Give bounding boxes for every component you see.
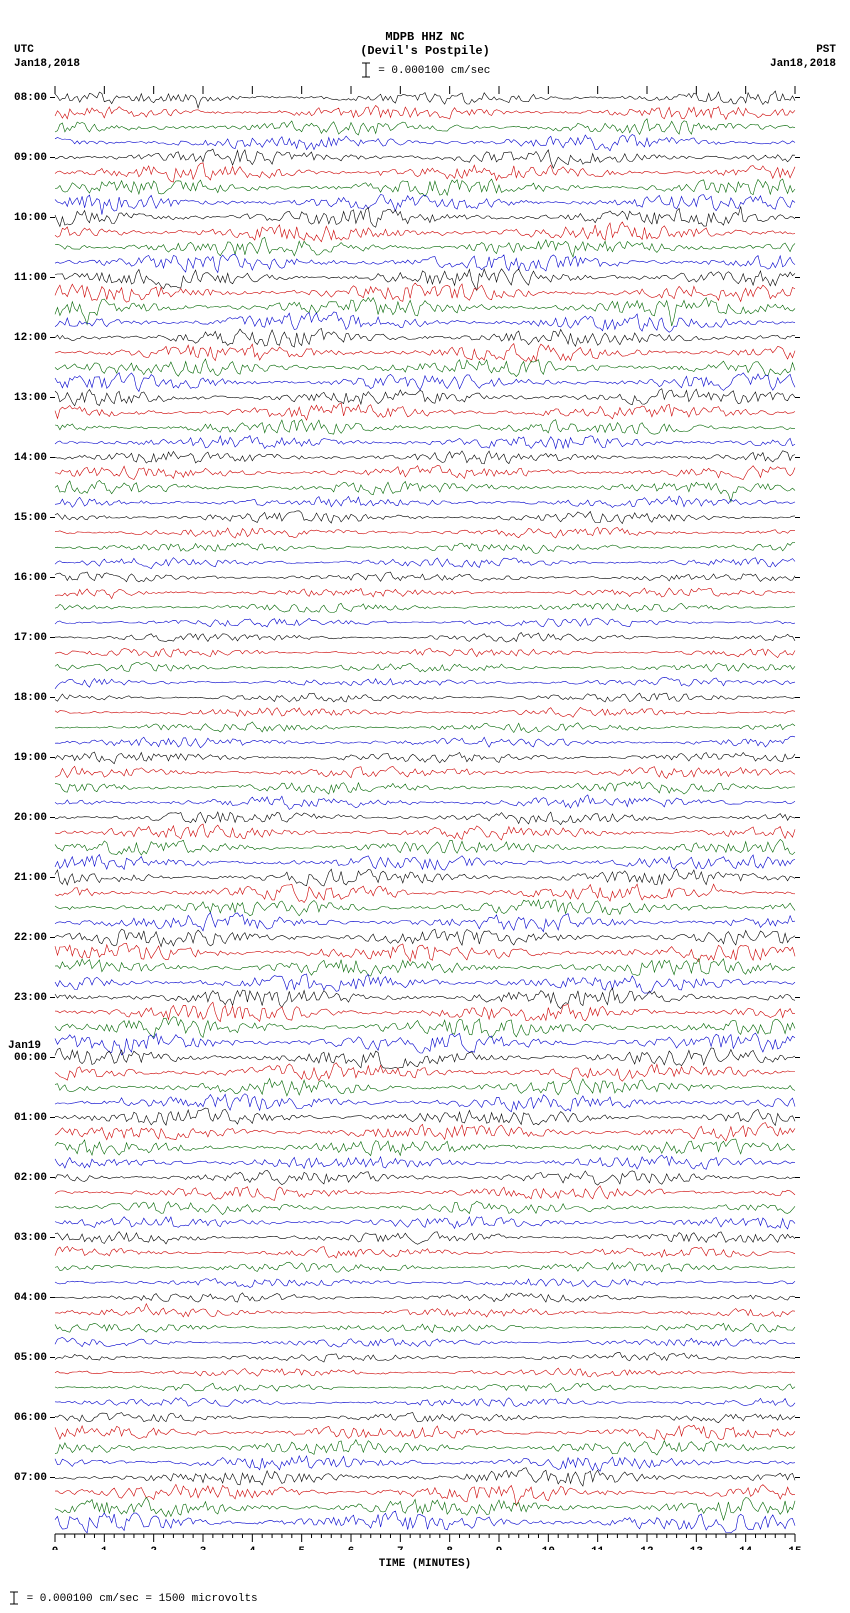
mid-date-label: Jan19 [8, 1040, 41, 1052]
svg-text:4: 4 [249, 1546, 256, 1550]
station-code: MDPB HHZ NC [0, 30, 850, 44]
utc-hour-label: 05:00 [14, 1352, 47, 1364]
tz-right-label: PST [816, 44, 836, 56]
utc-hour-label: 08:00 [14, 92, 47, 104]
svg-text:10: 10 [542, 1546, 555, 1550]
utc-hour-label: 09:00 [14, 152, 47, 164]
svg-text:12: 12 [640, 1546, 653, 1550]
svg-text:0: 0 [52, 1546, 59, 1550]
svg-text:15: 15 [788, 1546, 802, 1550]
station-location: (Devil's Postpile) [0, 44, 850, 58]
date-right-label: Jan18,2018 [770, 58, 836, 70]
helicorder-svg: 0123456789101112131415 [0, 80, 850, 1550]
svg-text:3: 3 [200, 1546, 207, 1550]
utc-hour-label: 20:00 [14, 812, 47, 824]
utc-hour-label: 23:00 [14, 992, 47, 1004]
utc-hour-label: 10:00 [14, 212, 47, 224]
svg-text:8: 8 [446, 1546, 453, 1550]
utc-hour-label: 11:00 [14, 272, 47, 284]
utc-hour-label: 06:00 [14, 1412, 47, 1424]
scale-bar-note: = 0.000100 cm/sec [0, 62, 850, 78]
scale-bar-icon [360, 62, 372, 78]
date-left-label: Jan18,2018 [14, 58, 80, 70]
tz-left-label: UTC [14, 44, 34, 56]
svg-text:5: 5 [298, 1546, 305, 1550]
svg-text:7: 7 [397, 1546, 404, 1550]
footer-scale-text: = 0.000100 cm/sec = 1500 microvolts [27, 1593, 258, 1605]
utc-hour-label: 04:00 [14, 1292, 47, 1304]
svg-text:11: 11 [591, 1546, 605, 1550]
helicorder-plot: 0123456789101112131415 [0, 80, 850, 1550]
utc-hour-label: 19:00 [14, 752, 47, 764]
utc-hour-label: 12:00 [14, 332, 47, 344]
footer-scale: = 0.000100 cm/sec = 1500 microvolts [8, 1591, 258, 1605]
utc-hour-label: 03:00 [14, 1232, 47, 1244]
scale-bar-label: = 0.000100 cm/sec [378, 65, 490, 77]
footer-scale-bar-icon [8, 1593, 27, 1605]
seismogram-page: MDPB HHZ NC (Devil's Postpile) = 0.00010… [0, 0, 850, 1613]
utc-hour-label: 13:00 [14, 392, 47, 404]
utc-hour-label: 16:00 [14, 572, 47, 584]
header: MDPB HHZ NC (Devil's Postpile) [0, 30, 850, 58]
utc-hour-label: 15:00 [14, 512, 47, 524]
svg-text:13: 13 [690, 1546, 704, 1550]
utc-hour-label: 02:00 [14, 1172, 47, 1184]
utc-hour-label: 22:00 [14, 932, 47, 944]
utc-hour-label: 21:00 [14, 872, 47, 884]
svg-text:9: 9 [496, 1546, 503, 1550]
svg-text:1: 1 [101, 1546, 108, 1550]
svg-text:2: 2 [150, 1546, 157, 1550]
utc-hour-label: 01:00 [14, 1112, 47, 1124]
utc-hour-label: 14:00 [14, 452, 47, 464]
utc-hour-label: 18:00 [14, 692, 47, 704]
utc-hour-label: 00:00 [14, 1052, 47, 1064]
utc-hour-label: 17:00 [14, 632, 47, 644]
x-axis-label: TIME (MINUTES) [0, 1558, 850, 1570]
svg-text:14: 14 [739, 1546, 753, 1550]
utc-hour-label: 07:00 [14, 1472, 47, 1484]
svg-text:6: 6 [348, 1546, 355, 1550]
